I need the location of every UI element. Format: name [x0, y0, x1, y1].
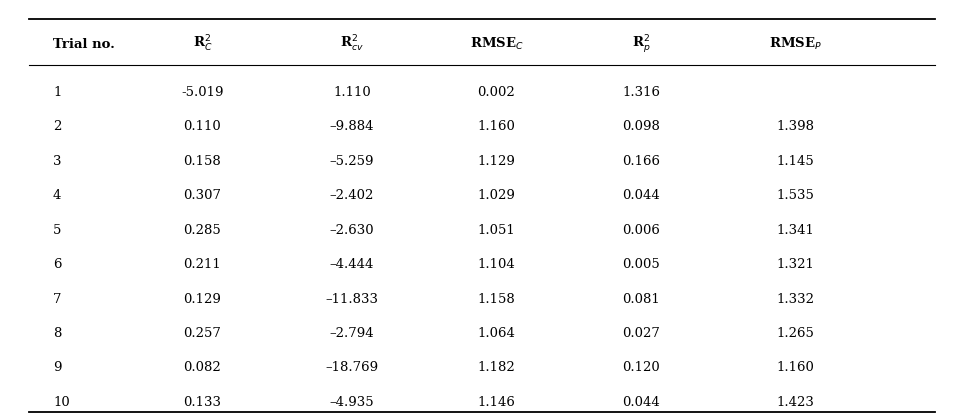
- Text: 6: 6: [53, 258, 62, 271]
- Text: 1.316: 1.316: [622, 86, 660, 99]
- Text: 10: 10: [53, 396, 69, 409]
- Text: 0.129: 0.129: [183, 293, 222, 305]
- Text: 1.104: 1.104: [477, 258, 516, 271]
- Text: 0.158: 0.158: [183, 155, 222, 168]
- Text: 0.082: 0.082: [183, 362, 222, 374]
- Text: 0.027: 0.027: [622, 327, 660, 340]
- Text: 1.423: 1.423: [776, 396, 815, 409]
- Text: 1.535: 1.535: [776, 189, 815, 202]
- Text: 1.110: 1.110: [333, 86, 371, 99]
- Text: 0.166: 0.166: [622, 155, 660, 168]
- Text: 0.307: 0.307: [183, 189, 222, 202]
- Text: 1.182: 1.182: [477, 362, 516, 374]
- Text: 0.120: 0.120: [622, 362, 660, 374]
- Text: 7: 7: [53, 293, 62, 305]
- Text: –4.935: –4.935: [330, 396, 374, 409]
- Text: 0.285: 0.285: [183, 224, 222, 236]
- Text: 1.129: 1.129: [477, 155, 516, 168]
- Text: 4: 4: [53, 189, 62, 202]
- Text: 1.029: 1.029: [477, 189, 516, 202]
- Text: 1.265: 1.265: [776, 327, 815, 340]
- Text: 0.098: 0.098: [622, 121, 660, 133]
- Text: 1.341: 1.341: [776, 224, 815, 236]
- Text: RMSE$_P$: RMSE$_P$: [768, 36, 822, 52]
- Text: 0.257: 0.257: [183, 327, 222, 340]
- Text: –2.402: –2.402: [330, 189, 374, 202]
- Text: –18.769: –18.769: [325, 362, 379, 374]
- Text: 0.044: 0.044: [622, 396, 660, 409]
- Text: 0.006: 0.006: [622, 224, 660, 236]
- Text: 9: 9: [53, 362, 62, 374]
- Text: 1.051: 1.051: [477, 224, 516, 236]
- Text: –5.259: –5.259: [330, 155, 374, 168]
- Text: 0.005: 0.005: [622, 258, 660, 271]
- Text: 8: 8: [53, 327, 62, 340]
- Text: 1.158: 1.158: [477, 293, 516, 305]
- Text: 3: 3: [53, 155, 62, 168]
- Text: 1: 1: [53, 86, 62, 99]
- Text: 1.321: 1.321: [776, 258, 815, 271]
- Text: –9.884: –9.884: [330, 121, 374, 133]
- Text: 0.044: 0.044: [622, 189, 660, 202]
- Text: R$^2_{cv}$: R$^2_{cv}$: [340, 34, 363, 54]
- Text: 0.110: 0.110: [183, 121, 222, 133]
- Text: 1.398: 1.398: [776, 121, 815, 133]
- Text: 1.064: 1.064: [477, 327, 516, 340]
- Text: 1.332: 1.332: [776, 293, 815, 305]
- Text: –2.794: –2.794: [330, 327, 374, 340]
- Text: 1.160: 1.160: [776, 362, 815, 374]
- Text: R$^2_p$: R$^2_p$: [631, 33, 651, 55]
- Text: 1.160: 1.160: [477, 121, 516, 133]
- Text: -5.019: -5.019: [181, 86, 224, 99]
- Text: R$^2_C$: R$^2_C$: [193, 34, 212, 54]
- Text: 1.146: 1.146: [477, 396, 516, 409]
- Text: 0.133: 0.133: [183, 396, 222, 409]
- Text: 0.211: 0.211: [183, 258, 222, 271]
- Text: 2: 2: [53, 121, 62, 133]
- Text: 5: 5: [53, 224, 62, 236]
- Text: –2.630: –2.630: [330, 224, 374, 236]
- Text: –4.444: –4.444: [330, 258, 374, 271]
- Text: 0.081: 0.081: [622, 293, 660, 305]
- Text: RMSE$_C$: RMSE$_C$: [469, 36, 523, 52]
- Text: 0.002: 0.002: [477, 86, 516, 99]
- Text: Trial no.: Trial no.: [53, 38, 115, 50]
- Text: –11.833: –11.833: [326, 293, 378, 305]
- Text: 1.145: 1.145: [776, 155, 815, 168]
